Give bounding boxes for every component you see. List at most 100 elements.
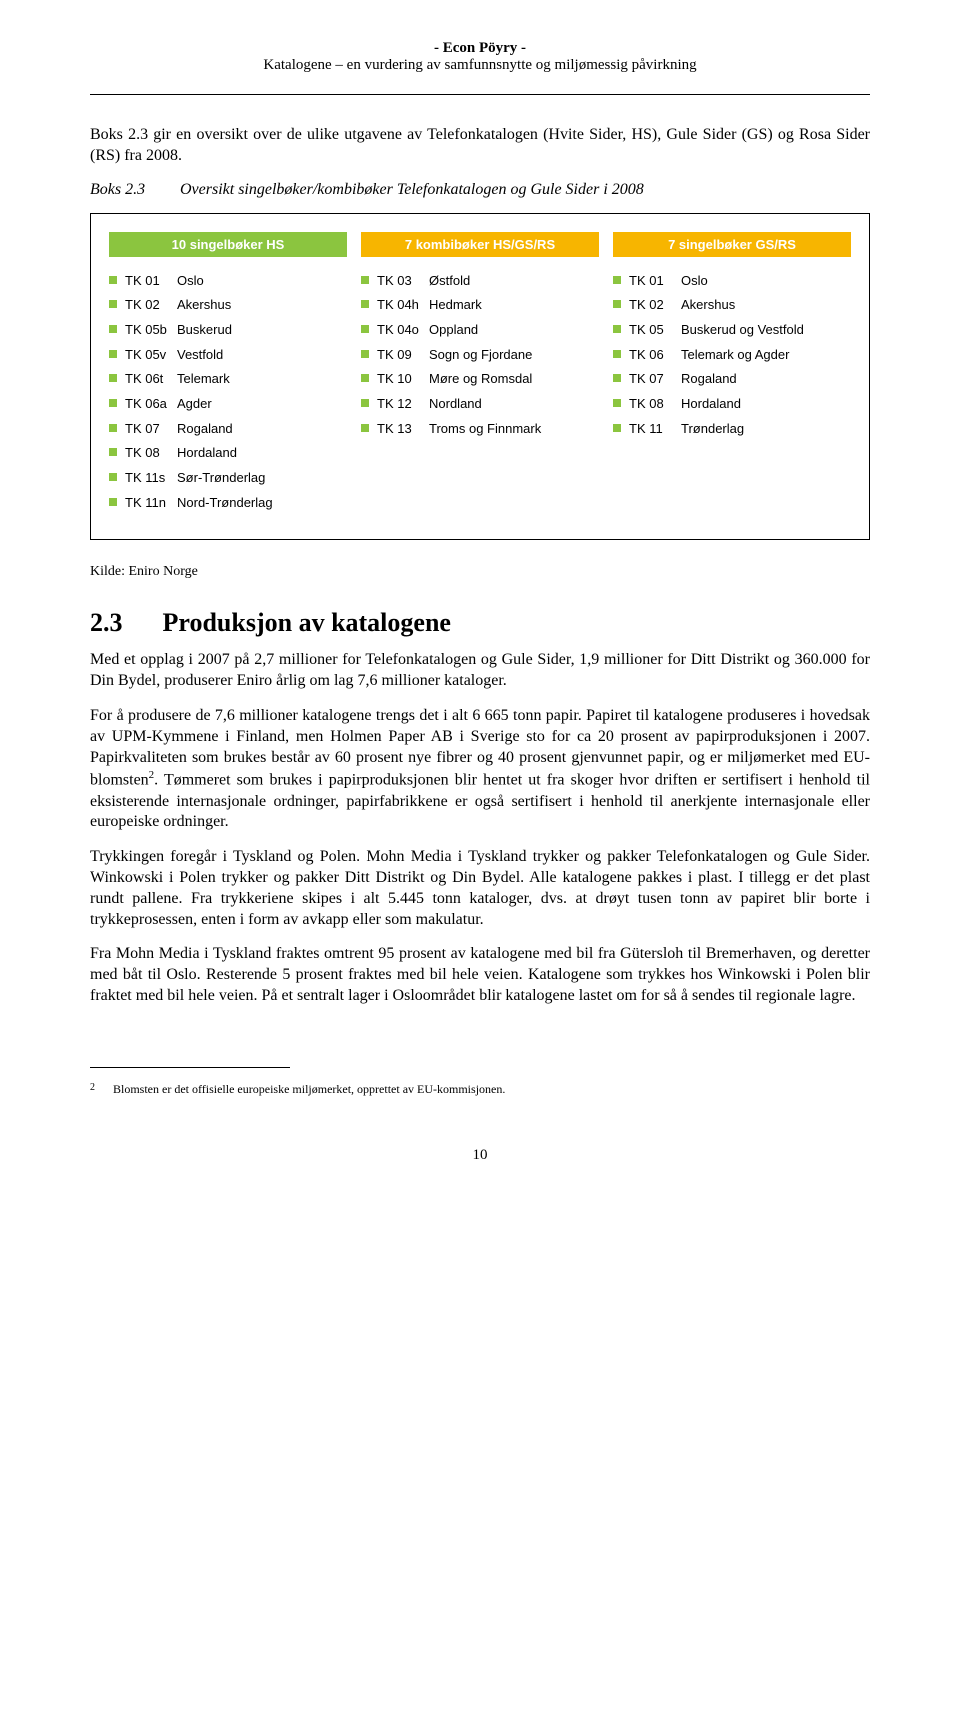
tk-code: TK 06a: [125, 392, 177, 417]
tk-code: TK 05: [629, 318, 681, 343]
footnote: 2 Blomsten er det offisielle europeiske …: [90, 1082, 870, 1097]
catalog-column: 10 singelbøker HSTK 01OsloTK 02AkershusT…: [109, 232, 347, 516]
tk-name: Akershus: [177, 293, 231, 318]
bullet-icon: [613, 300, 621, 308]
section-number: 2.3: [90, 608, 123, 638]
tk-name: Østfold: [429, 269, 470, 294]
list-item: TK 05Buskerud og Vestfold: [613, 318, 851, 343]
bullet-icon: [361, 276, 369, 284]
bullet-icon: [613, 325, 621, 333]
tk-name: Akershus: [681, 293, 735, 318]
tk-name: Hedmark: [429, 293, 482, 318]
bullet-icon: [613, 399, 621, 407]
section-title: Produksjon av katalogene: [163, 608, 451, 638]
boks-title: Oversikt singelbøker/kombibøker Telefonk…: [180, 181, 870, 199]
tk-name: Telemark: [177, 367, 230, 392]
tk-code: TK 07: [125, 417, 177, 442]
bullet-icon: [109, 300, 117, 308]
tk-name: Oslo: [681, 269, 708, 294]
tk-name: Vestfold: [177, 343, 223, 368]
list-item: TK 08Hordaland: [109, 441, 347, 466]
tk-code: TK 06t: [125, 367, 177, 392]
tk-name: Buskerud: [177, 318, 232, 343]
list-item: TK 11nNord-Trønderlag: [109, 491, 347, 516]
header-company: - Econ Pöyry -: [90, 40, 870, 57]
list-item: TK 05bBuskerud: [109, 318, 347, 343]
tk-name: Oslo: [177, 269, 204, 294]
paragraph-2: For å produsere de 7,6 millioner katalog…: [90, 706, 870, 833]
tk-code: TK 02: [125, 293, 177, 318]
p2-part-b: . Tømmeret som brukes i papirproduksjone…: [90, 772, 870, 831]
list-item: TK 04oOppland: [361, 318, 599, 343]
list-item: TK 03Østfold: [361, 269, 599, 294]
bullet-icon: [109, 276, 117, 284]
list-item: TK 11sSør-Trønderlag: [109, 466, 347, 491]
tk-name: Møre og Romsdal: [429, 367, 532, 392]
tk-name: Oppland: [429, 318, 478, 343]
bullet-icon: [361, 424, 369, 432]
tk-code: TK 05v: [125, 343, 177, 368]
tk-code: TK 11: [629, 417, 681, 442]
bullet-icon: [361, 350, 369, 358]
tk-name: Troms og Finnmark: [429, 417, 541, 442]
list-item: TK 12Nordland: [361, 392, 599, 417]
footnote-text: Blomsten er det offisielle europeiske mi…: [113, 1082, 505, 1097]
section-heading: 2.3 Produksjon av katalogene: [90, 608, 870, 638]
tk-code: TK 12: [377, 392, 429, 417]
tk-name: Hordaland: [177, 441, 237, 466]
column-list: TK 01OsloTK 02AkershusTK 05Buskerud og V…: [613, 269, 851, 442]
tk-code: TK 01: [125, 269, 177, 294]
tk-name: Agder: [177, 392, 212, 417]
bullet-icon: [361, 325, 369, 333]
footnote-rule: [90, 1067, 290, 1068]
list-item: TK 10Møre og Romsdal: [361, 367, 599, 392]
paragraph-4: Fra Mohn Media i Tyskland fraktes omtren…: [90, 944, 870, 1006]
bullet-icon: [361, 374, 369, 382]
list-item: TK 04hHedmark: [361, 293, 599, 318]
tk-code: TK 02: [629, 293, 681, 318]
boks-heading: Boks 2.3 Oversikt singelbøker/kombibøker…: [90, 181, 870, 199]
list-item: TK 06Telemark og Agder: [613, 343, 851, 368]
tk-name: Telemark og Agder: [681, 343, 789, 368]
page-header: - Econ Pöyry - Katalogene – en vurdering…: [90, 40, 870, 74]
list-item: TK 07Rogaland: [109, 417, 347, 442]
tk-name: Sogn og Fjordane: [429, 343, 532, 368]
column-header: 7 kombibøker HS/GS/RS: [361, 232, 599, 257]
paragraph-1: Med et opplag i 2007 på 2,7 millioner fo…: [90, 650, 870, 692]
intro-paragraph: Boks 2.3 gir en oversikt over de ulike u…: [90, 125, 870, 167]
catalog-column: 7 kombibøker HS/GS/RS TK 03ØstfoldTK 04hH…: [361, 232, 599, 516]
tk-name: Trønderlag: [681, 417, 744, 442]
tk-code: TK 05b: [125, 318, 177, 343]
column-list: TK 03ØstfoldTK 04hHedmarkTK 04oOpplandTK…: [361, 269, 599, 442]
catalog-column: 7 singelbøker GS/RSTK 01OsloTK 02Akershu…: [613, 232, 851, 516]
bullet-icon: [109, 350, 117, 358]
tk-name: Rogaland: [681, 367, 737, 392]
paragraph-3: Trykkingen foregår i Tyskland og Polen. …: [90, 847, 870, 930]
boks-label: Boks 2.3: [90, 181, 180, 199]
page-number: 10: [90, 1147, 870, 1164]
tk-code: TK 08: [629, 392, 681, 417]
tk-code: TK 03: [377, 269, 429, 294]
bullet-icon: [109, 399, 117, 407]
list-item: TK 09Sogn og Fjordane: [361, 343, 599, 368]
list-item: TK 02Akershus: [109, 293, 347, 318]
tk-name: Nord-Trønderlag: [177, 491, 273, 516]
list-item: TK 08Hordaland: [613, 392, 851, 417]
tk-code: TK 13: [377, 417, 429, 442]
tk-code: TK 10: [377, 367, 429, 392]
bullet-icon: [109, 498, 117, 506]
bullet-icon: [613, 276, 621, 284]
list-item: TK 11Trønderlag: [613, 417, 851, 442]
list-item: TK 06tTelemark: [109, 367, 347, 392]
bullet-icon: [361, 399, 369, 407]
tk-name: Sør-Trønderlag: [177, 466, 265, 491]
list-item: TK 01Oslo: [613, 269, 851, 294]
list-item: TK 06aAgder: [109, 392, 347, 417]
tk-code: TK 04o: [377, 318, 429, 343]
tk-code: TK 08: [125, 441, 177, 466]
tk-code: TK 06: [629, 343, 681, 368]
bullet-icon: [109, 374, 117, 382]
header-subtitle: Katalogene – en vurdering av samfunnsnyt…: [90, 57, 870, 74]
column-list: TK 01OsloTK 02AkershusTK 05bBuskerudTK 0…: [109, 269, 347, 516]
tk-code: TK 11n: [125, 491, 177, 516]
